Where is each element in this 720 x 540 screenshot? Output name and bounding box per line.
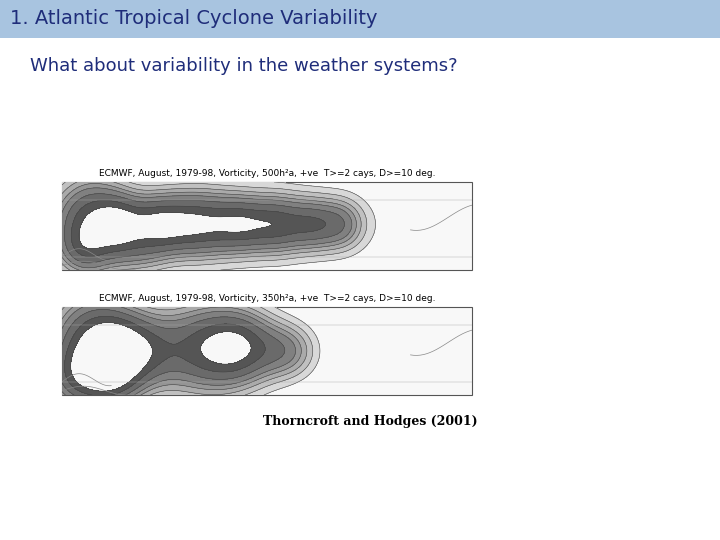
Text: ECMWF, August, 1979-98, Vorticity, 350h²a, +ve  T>=2 cays, D>=10 deg.: ECMWF, August, 1979-98, Vorticity, 350h²…	[99, 294, 436, 303]
Text: 1. Atlantic Tropical Cyclone Variability: 1. Atlantic Tropical Cyclone Variability	[10, 10, 377, 29]
Bar	[0, 0, 720, 38]
Text: What about variability in the weather systems?: What about variability in the weather sy…	[30, 57, 458, 75]
Text: Thorncroft and Hodges (2001): Thorncroft and Hodges (2001)	[263, 415, 477, 429]
Bar	[62, 307, 472, 395]
Text: ECMWF, August, 1979-98, Vorticity, 500h²a, +ve  T>=2 cays, D>=10 deg.: ECMWF, August, 1979-98, Vorticity, 500h²…	[99, 169, 436, 178]
Bar	[62, 182, 472, 270]
